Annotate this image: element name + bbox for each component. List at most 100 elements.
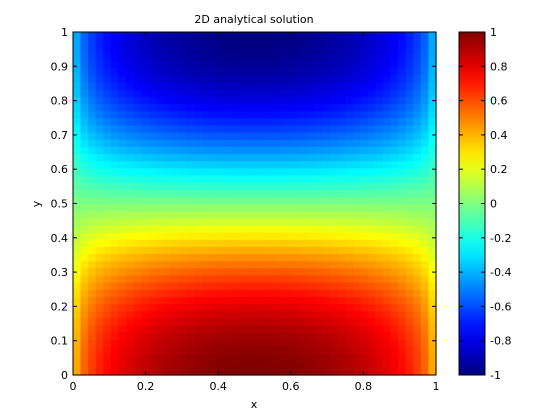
heatmap-cell — [141, 74, 150, 83]
heatmap-cell — [345, 274, 354, 283]
heatmap-cell — [125, 282, 135, 290]
heatmap-cell — [163, 196, 172, 205]
heatmap-cell — [118, 167, 127, 176]
heatmap-cell — [133, 353, 142, 362]
heatmap-cell — [299, 267, 309, 276]
heatmap-cell — [239, 32, 248, 40]
heatmap-cell — [148, 317, 157, 326]
heatmap-cell — [337, 310, 346, 319]
heatmap-cell — [163, 360, 172, 369]
heatmap-cell — [246, 39, 256, 47]
heatmap-cell — [201, 332, 210, 340]
heatmap-cell — [307, 232, 316, 240]
heatmap-cell — [254, 317, 263, 326]
heatmap-cell — [110, 303, 119, 312]
heatmap-cell — [337, 303, 346, 312]
heatmap-cell — [224, 267, 233, 276]
heatmap-cell — [405, 239, 414, 247]
heatmap-cell — [178, 117, 188, 126]
heatmap-cell — [231, 39, 240, 47]
heatmap-cell — [337, 217, 346, 226]
heatmap-cell — [269, 32, 278, 40]
heatmap-cell — [360, 260, 369, 269]
heatmap-cell — [163, 89, 172, 97]
heatmap-cell — [352, 232, 361, 240]
heatmap-cell — [224, 296, 233, 305]
heatmap-cell — [246, 224, 256, 233]
heatmap-cell — [73, 132, 82, 140]
heatmap-cell — [148, 274, 157, 283]
heatmap-cell — [405, 246, 414, 255]
heatmap-cell — [201, 310, 210, 319]
heatmap-cell — [156, 289, 165, 297]
heatmap-cell — [224, 96, 233, 105]
heatmap-cell — [375, 139, 384, 147]
heatmap-cell — [315, 232, 324, 240]
heatmap-cell — [231, 146, 240, 155]
heatmap-cell — [345, 332, 354, 340]
heatmap-cell — [322, 317, 331, 326]
heatmap-cell — [337, 110, 346, 119]
heatmap-cell — [231, 253, 240, 262]
heatmap-cell — [254, 139, 263, 147]
heatmap-cell — [148, 253, 157, 262]
heatmap-cell — [156, 353, 165, 362]
heatmap-cell — [322, 103, 331, 112]
heatmap-cell — [299, 224, 309, 233]
heatmap-cell — [73, 146, 82, 155]
heatmap-cell — [307, 224, 316, 233]
heatmap-cell — [345, 203, 354, 212]
colorbar-tick-label: 0.4 — [490, 129, 508, 142]
heatmap-cell — [269, 332, 278, 340]
heatmap-cell — [178, 53, 188, 62]
heatmap-cell — [171, 282, 180, 290]
heatmap-cell — [110, 74, 119, 83]
heatmap-cell — [383, 332, 392, 340]
heatmap-cell — [163, 132, 172, 140]
heatmap-cell — [171, 53, 180, 62]
heatmap-cell — [178, 167, 188, 176]
heatmap-cell — [330, 153, 339, 162]
heatmap-cell — [375, 246, 384, 255]
heatmap-cell — [224, 74, 233, 83]
heatmap-cell — [269, 139, 278, 147]
heatmap-cell — [269, 103, 278, 112]
heatmap-cell — [367, 246, 377, 255]
heatmap-cell — [315, 132, 324, 140]
heatmap-cell — [367, 260, 377, 269]
heatmap-cell — [360, 203, 369, 212]
heatmap-cell — [315, 74, 324, 83]
heatmap-cell — [171, 160, 180, 169]
heatmap-cell — [125, 32, 135, 40]
heatmap-cell — [360, 217, 369, 226]
heatmap-cell — [125, 310, 135, 319]
heatmap-cell — [148, 124, 157, 133]
heatmap-cell — [315, 303, 324, 312]
heatmap-cell — [186, 239, 195, 247]
heatmap-cell — [141, 196, 150, 205]
heatmap-cell — [375, 267, 384, 276]
heatmap-cell — [148, 367, 157, 376]
heatmap-cell — [420, 39, 430, 47]
heatmap-cell — [390, 124, 399, 133]
heatmap-cell — [178, 296, 188, 305]
heatmap-cell — [322, 260, 331, 269]
heatmap-cell — [231, 82, 240, 90]
heatmap-cell — [322, 89, 331, 97]
heatmap-cell — [315, 32, 324, 40]
heatmap-cell — [73, 339, 82, 348]
heatmap-cell — [413, 339, 422, 348]
heatmap-cell — [163, 46, 172, 55]
heatmap-cell — [420, 217, 430, 226]
heatmap-cell — [360, 360, 369, 369]
heatmap-cell — [292, 246, 301, 255]
heatmap-cell — [413, 303, 422, 312]
heatmap-cell — [201, 182, 210, 190]
heatmap-cell — [118, 332, 127, 340]
heatmap-cell — [110, 203, 119, 212]
heatmap-cell — [103, 274, 112, 283]
heatmap-cell — [73, 60, 82, 69]
heatmap-cell — [133, 53, 142, 62]
heatmap-cell — [118, 360, 127, 369]
